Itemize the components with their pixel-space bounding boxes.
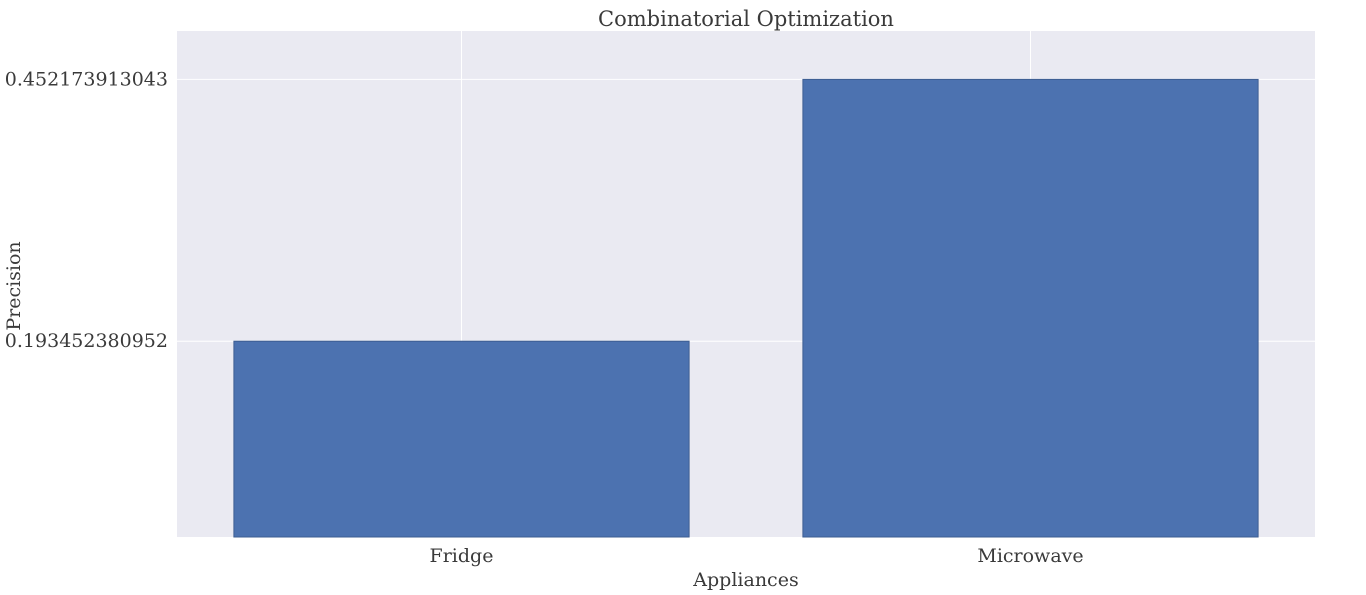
chart-title: Combinatorial Optimization [598, 7, 894, 31]
bar-fridge [233, 340, 690, 538]
y-tick-label: 0.193452380952 [5, 330, 168, 352]
bars [233, 78, 1259, 538]
x-tick-labels: Fridge Microwave [430, 545, 1084, 567]
y-axis-label: Precision [3, 241, 25, 330]
bar-microwave [802, 78, 1259, 538]
x-axis-label: Appliances [692, 569, 798, 591]
y-tick-label: 0.452173913043 [5, 68, 168, 90]
x-tick-label: Microwave [977, 545, 1083, 567]
y-tick-labels: 0.193452380952 0.452173913043 [5, 68, 168, 352]
x-tick-label: Fridge [430, 545, 494, 567]
